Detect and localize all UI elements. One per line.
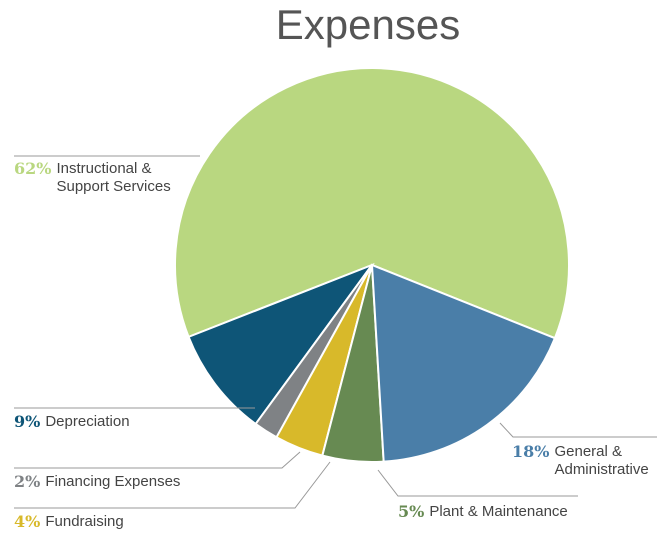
category-label: General & Administrative (554, 443, 649, 478)
pie-slice (187, 262, 375, 426)
slice-label: 5% Plant & Maintenance (398, 503, 568, 522)
percent-label: 2% (14, 472, 41, 491)
percent-label: 4% (14, 512, 41, 531)
slice-label: 4% Fundraising (14, 513, 124, 532)
percent-label: 9% (14, 412, 41, 431)
slice-label: 18% General & Administrative (512, 443, 664, 479)
pie-slice (174, 67, 570, 340)
category-label: Fundraising (45, 513, 124, 530)
leader-line (499, 422, 657, 438)
leader-line (14, 451, 301, 469)
leader-line (14, 461, 331, 509)
chart-title: Expenses (275, 1, 461, 48)
category-label: Instructional & Support Services (56, 160, 171, 195)
percent-label: 62% (14, 159, 52, 178)
leader-lines (14, 155, 657, 509)
slice-label: 9% Depreciation (14, 413, 130, 432)
category-label: Plant & Maintenance (429, 503, 568, 520)
category-label: Financing Expenses (45, 473, 181, 490)
percent-label: 5% (398, 502, 425, 521)
slice-label: 62% Instructional & Support Services (14, 160, 196, 196)
pie-slice (370, 263, 557, 463)
leader-line (377, 469, 578, 497)
slice-label: 2% Financing Expenses (14, 473, 180, 492)
category-label: Depreciation (45, 413, 130, 430)
percent-label: 18% (512, 442, 550, 461)
